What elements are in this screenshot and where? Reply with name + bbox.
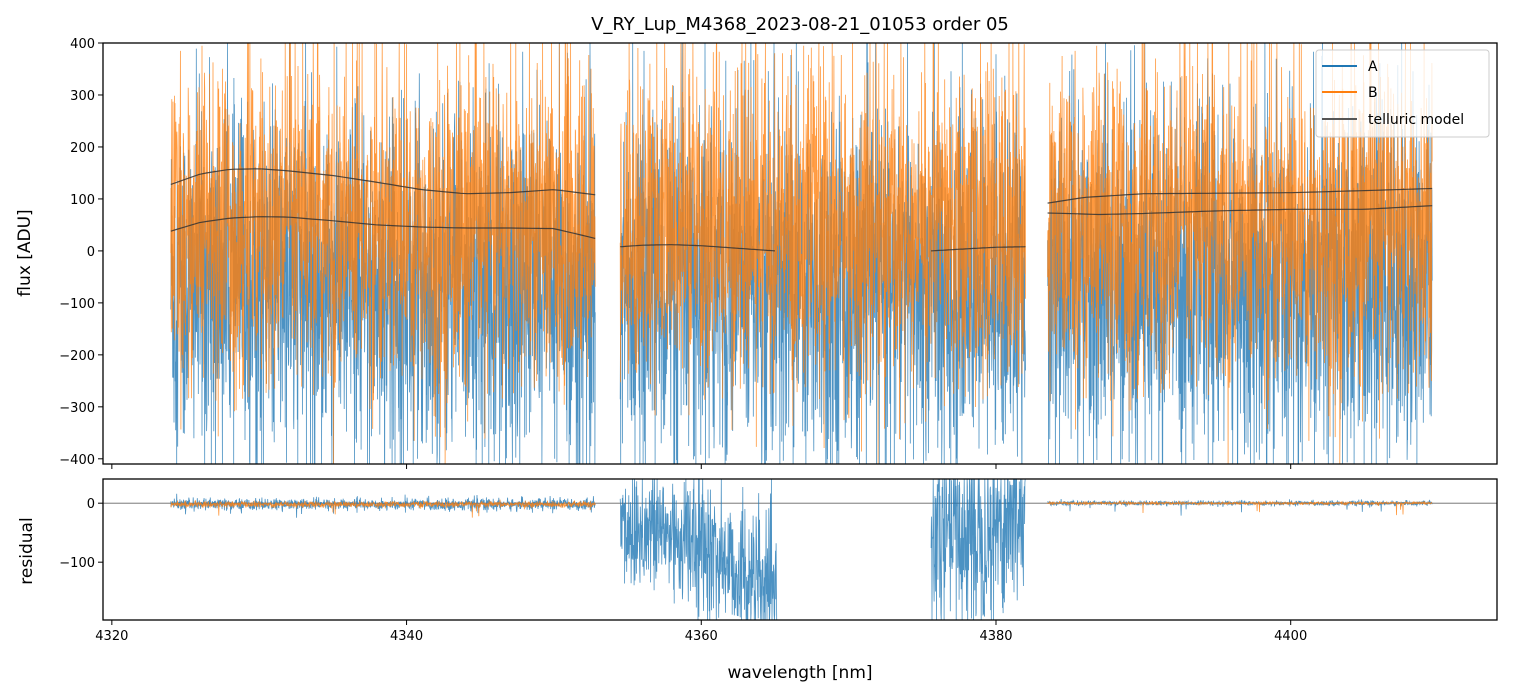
series-b xyxy=(1047,43,1433,464)
residual-axes: 4320 4340 4360 4380 4400 0 −100 xyxy=(59,478,1498,644)
y-axis-label-residual: residual xyxy=(17,517,37,584)
axes-frame xyxy=(102,478,1498,621)
y-tick-label: 0 xyxy=(87,497,95,512)
x-tick-label: 4340 xyxy=(390,629,423,644)
flux-axes: 400 300 200 100 0 −100 −200 −300 −400 xyxy=(59,37,1498,469)
chart-title: V_RY_Lup_M4368_2023-08-21_01053 order 05 xyxy=(591,14,1009,35)
legend-label-a: A xyxy=(1368,59,1378,75)
plot-area xyxy=(103,479,1497,620)
y-tick-label: 400 xyxy=(70,37,95,52)
axes-frame xyxy=(102,42,1498,465)
residual-a xyxy=(930,479,1026,620)
residual-a xyxy=(170,493,596,518)
x-tick-label: 4400 xyxy=(1274,629,1307,644)
residual-b xyxy=(170,499,596,518)
y-tick-label: 300 xyxy=(70,89,95,104)
telluric-model-line xyxy=(1047,205,1433,216)
residual-b xyxy=(1047,500,1433,516)
y-tick-label: 100 xyxy=(70,193,95,208)
telluric-model-line xyxy=(170,216,596,239)
telluric-model-line xyxy=(1047,187,1433,204)
y-tick-label: 200 xyxy=(70,141,95,156)
y-tick-label: −200 xyxy=(59,349,95,364)
y-tick-label: 0 xyxy=(87,245,95,260)
legend-label-telluric: telluric model xyxy=(1368,112,1464,128)
y-tick-label: −100 xyxy=(59,297,95,312)
series-b xyxy=(170,43,596,464)
plot-area xyxy=(170,43,1433,464)
legend-label-b: B xyxy=(1368,85,1378,101)
x-tick-label: 4360 xyxy=(685,629,718,644)
telluric-model-line xyxy=(620,244,775,252)
x-tick-label: 4320 xyxy=(95,629,128,644)
x-axis-label: wavelength [nm] xyxy=(727,663,872,683)
telluric-model-line xyxy=(931,246,1026,252)
y-axis-label-flux: flux [ADU] xyxy=(15,209,35,296)
legend: A B telluric model xyxy=(1315,49,1490,138)
residual-a xyxy=(1047,498,1433,516)
telluric-model-line xyxy=(170,168,596,196)
y-tick-label: −100 xyxy=(59,556,95,571)
residual-a xyxy=(619,479,778,620)
y-tick-label: −300 xyxy=(59,401,95,416)
x-tick-label: 4380 xyxy=(979,629,1012,644)
series-b xyxy=(619,43,1026,464)
y-tick-label: −400 xyxy=(59,453,95,468)
